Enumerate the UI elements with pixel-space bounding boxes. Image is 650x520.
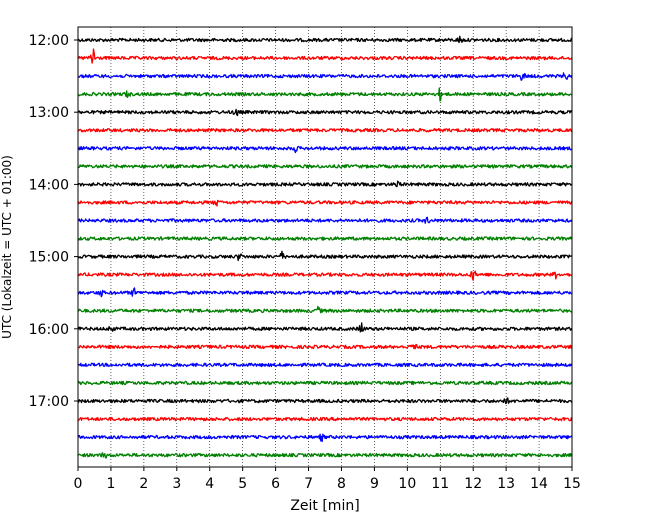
- x-tick-label: 0: [74, 476, 83, 492]
- trace-1245: [77, 87, 573, 102]
- trace-1630: [77, 362, 573, 368]
- x-tick-label: 4: [205, 476, 214, 492]
- trace-1200: [77, 35, 573, 44]
- grid-lines: [110, 27, 540, 467]
- x-tick-label: 12: [464, 476, 482, 492]
- y-tick-label: 12:00: [29, 33, 69, 49]
- x-tick-label: 8: [337, 476, 346, 492]
- x-axis-ticks: 0 1 2 3 4 5 6 7 8 9 10 11 12 13 14 15: [74, 467, 581, 492]
- x-tick-label: 6: [271, 476, 280, 492]
- y-tick-label: 14:00: [29, 177, 69, 193]
- trace-1515: [77, 270, 573, 281]
- trace-1715: [77, 416, 573, 422]
- trace-1330: [77, 145, 573, 154]
- trace-1415: [77, 199, 573, 207]
- trace-1500: [77, 250, 573, 262]
- x-tick-label: 15: [563, 476, 581, 492]
- trace-1745: [77, 452, 573, 459]
- x-tick-label: 9: [370, 476, 379, 492]
- x-tick-label: 5: [238, 476, 247, 492]
- trace-1345: [77, 164, 573, 169]
- x-tick-label: 7: [304, 476, 313, 492]
- x-tick-label: 13: [497, 476, 515, 492]
- trace-1315: [77, 128, 573, 133]
- x-tick-label: 11: [431, 476, 449, 492]
- trace-1430: [77, 216, 573, 224]
- x-tick-label: 1: [106, 476, 115, 492]
- x-tick-label: 10: [398, 476, 416, 492]
- trace-1215: [77, 48, 573, 64]
- x-tick-label: 2: [139, 476, 148, 492]
- y-axis-ticks: 12:00 13:00 14:00 15:00 16:00 17:00: [29, 33, 78, 410]
- y-tick-label: 13:00: [29, 105, 69, 121]
- trace-1600: [77, 322, 573, 333]
- trace-1400: [77, 180, 573, 188]
- x-axis-label: Zeit [min]: [290, 498, 359, 514]
- y-tick-label: 17:00: [29, 394, 69, 410]
- trace-1445: [77, 236, 573, 241]
- y-tick-label: 15:00: [29, 250, 69, 266]
- y-tick-label: 16:00: [29, 322, 69, 338]
- y-axis-label: UTC (Lokalzeit = UTC + 01:00): [0, 155, 14, 339]
- trace-1545: [78, 305, 573, 314]
- x-tick-label: 14: [530, 476, 548, 492]
- trace-1730: [77, 433, 573, 443]
- x-tick-label: 3: [172, 476, 181, 492]
- seismic-traces: [77, 35, 573, 459]
- trace-1645: [77, 380, 573, 386]
- trace-1230: [77, 72, 573, 81]
- trace-1700: [77, 397, 573, 405]
- trace-1615: [77, 343, 573, 350]
- trace-1300: [77, 108, 573, 117]
- plot-frame: [77, 26, 573, 468]
- trace-1530: [77, 287, 573, 298]
